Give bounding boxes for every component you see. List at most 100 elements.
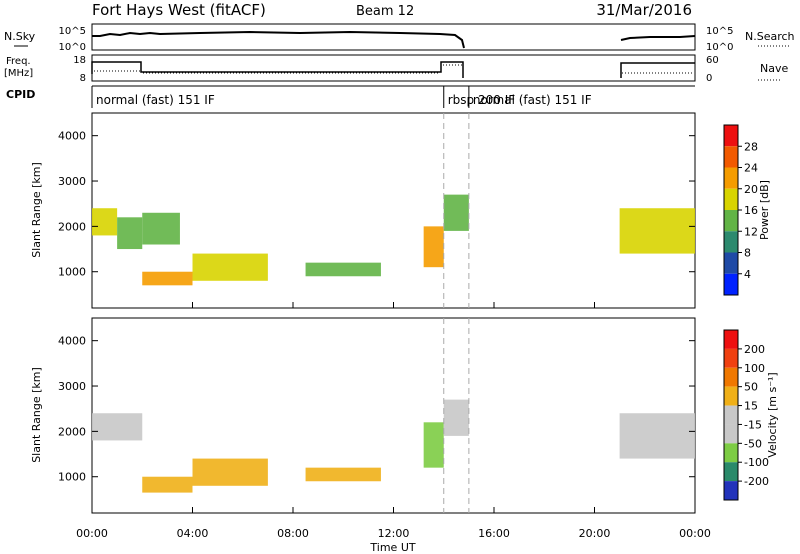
y-tick-label: 1000 [58, 266, 86, 279]
x-tick-label: 00:00 [76, 527, 108, 540]
cpid-segment-text: rbsp 200 IF [448, 93, 515, 107]
echo-region [142, 212, 180, 245]
colorbar-swatch [724, 188, 738, 210]
station-title: Fort Hays West (fitACF) [92, 1, 266, 19]
echo-region [192, 253, 268, 281]
colorbar-tick-label: -100 [744, 456, 769, 469]
noise-right-label: N.Search [745, 30, 795, 43]
colorbar-tick-label: -200 [744, 475, 769, 488]
echo-region [117, 217, 143, 250]
freq-label-1: Freq. [6, 56, 31, 67]
noise-left-tick-bottom: 10^0 [59, 42, 86, 53]
cpid-label: CPID [6, 88, 35, 101]
x-tick-label: 00:00 [679, 527, 711, 540]
colorbar-tick-label: 24 [744, 162, 758, 175]
y-tick-label: 4000 [58, 335, 86, 348]
freq-right-label: Nave [760, 62, 788, 75]
echo-region [305, 262, 381, 277]
cpid-segment-text: normal (fast) 151 IF [96, 93, 215, 107]
freq-label-2: [MHz] [4, 68, 33, 79]
colorbar-tick-label: 16 [744, 204, 758, 217]
noise-left-tick-top: 10^5 [59, 26, 86, 37]
freq-right-tick-bottom: 0 [706, 73, 712, 84]
echo-region [619, 413, 695, 459]
colorbar-frame [723, 329, 739, 501]
colorbar-swatch [724, 367, 738, 387]
power-colorbar: 28 24 20 16 12 8 4 [723, 124, 758, 296]
colorbar-tick-label: 20 [744, 183, 758, 196]
colorbar-tick-label: 15 [744, 400, 758, 413]
freq-panel-frame [91, 54, 696, 82]
colorbar-tick-label: 100 [744, 362, 765, 375]
echo-region [443, 194, 469, 231]
y-tick-label: 2000 [58, 220, 86, 233]
freq-left-tick-bottom: 8 [80, 73, 86, 84]
colorbar-swatch [724, 167, 738, 189]
echo-region [192, 458, 268, 486]
velocity-y-ticks: 4000 3000 2000 1000 [58, 335, 695, 484]
colorbar-swatch [724, 443, 738, 463]
noise-left-label: N.Sky [4, 30, 36, 43]
colorbar-swatch [724, 462, 738, 482]
colorbar-swatch [724, 146, 738, 168]
power-echoes [92, 113, 695, 308]
colorbar-swatch [724, 386, 738, 406]
echo-region [142, 271, 193, 286]
echo-region [423, 422, 444, 468]
x-tick-label: 12:00 [378, 527, 410, 540]
echo-region [423, 226, 444, 268]
colorbar-tick-label: 50 [744, 381, 758, 394]
velocity-ylabel: Slant Range [km] [30, 367, 43, 463]
colorbar-swatch [724, 210, 738, 232]
colorbar-swatch [724, 481, 738, 500]
velocity-colorbar: 200 100 50 15 -15 -50 -100 -200 [723, 329, 769, 501]
colorbar-tick-label: 4 [744, 268, 751, 281]
power-y-ticks: 4000 3000 2000 1000 [58, 130, 695, 279]
freq-trace [91, 61, 695, 78]
noise-sky-trace-2 [620, 35, 696, 41]
echo-region [305, 467, 381, 482]
colorbar-swatch [724, 405, 738, 425]
noise-panel-frame [91, 23, 696, 51]
x-tick-label: 20:00 [579, 527, 611, 540]
colorbar-swatch [724, 273, 738, 295]
colorbar-tick-label: 12 [744, 225, 758, 238]
y-tick-label: 4000 [58, 130, 86, 143]
colorbar-swatch [724, 252, 738, 274]
echo-region [92, 413, 143, 441]
colorbar-tick-label: -50 [744, 437, 762, 450]
y-tick-label: 3000 [58, 380, 86, 393]
velocity-echoes [92, 318, 695, 513]
power-colorbar-label: Power [dB] [758, 180, 771, 240]
colorbar-tick-label: 200 [744, 343, 765, 356]
echo-region [142, 476, 193, 493]
x-axis-label: Time UT [369, 541, 415, 554]
date-label: 31/Mar/2016 [596, 1, 692, 19]
noise-right-tick-bottom: 10^0 [706, 42, 733, 53]
y-tick-label: 1000 [58, 471, 86, 484]
echo-region [92, 208, 118, 236]
noise-right-tick-top: 10^5 [706, 26, 733, 37]
freq-right-tick-top: 60 [706, 55, 719, 66]
colorbar-tick-label: -15 [744, 418, 762, 431]
colorbar-tick-label: 8 [744, 247, 751, 260]
y-tick-label: 3000 [58, 175, 86, 188]
x-axis-ticks: 00:00 04:00 08:00 12:00 16:00 20:00 00:00 [76, 302, 711, 540]
cpid-segment-text: normal (fast) 151 IF [473, 93, 592, 107]
echo-region [619, 208, 695, 254]
beam-label: Beam 12 [356, 4, 414, 19]
colorbar-swatch [724, 348, 738, 368]
velocity-colorbar-label: Velocity [m s⁻¹] [766, 372, 779, 457]
colorbar-swatch [724, 330, 738, 349]
x-tick-label: 04:00 [177, 527, 209, 540]
colorbar-swatch [724, 231, 738, 253]
echo-region [443, 399, 469, 436]
noise-sky-trace [92, 30, 465, 49]
y-tick-label: 2000 [58, 425, 86, 438]
colorbar-swatch [724, 125, 738, 147]
x-tick-label: 08:00 [277, 527, 309, 540]
power-ylabel: Slant Range [km] [30, 162, 43, 258]
colorbar-swatch [724, 424, 738, 444]
